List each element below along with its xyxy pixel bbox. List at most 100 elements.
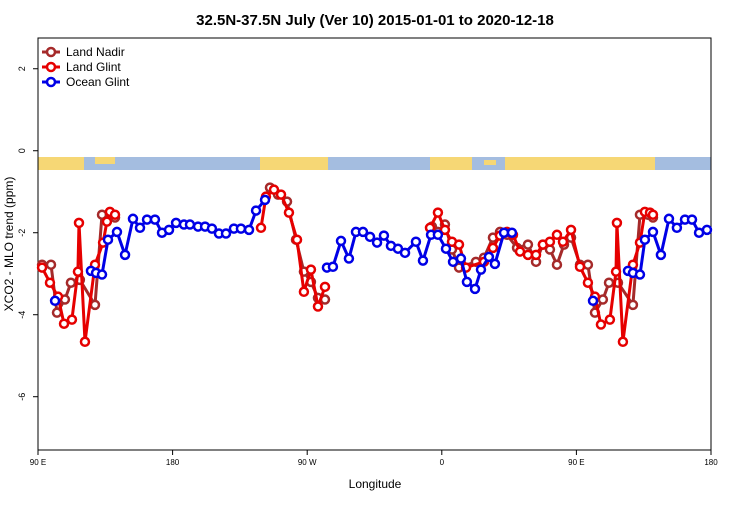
data-point [36,262,48,273]
data-point [96,269,108,280]
data-point [45,259,57,270]
data-point [101,216,113,227]
data-point [305,264,317,275]
data-point [184,219,196,230]
data-point [134,222,146,234]
y-axis-label: XCO2 - MLO trend (ppm) [2,177,16,312]
data-point [163,224,175,236]
legend-label: Land Glint [66,60,121,74]
y-tick-label: -4 [17,311,27,319]
data-point [243,224,255,236]
data-point [439,224,451,236]
land-band [260,157,328,170]
data-point [44,277,56,288]
data-point [639,234,651,245]
data-point [522,239,534,250]
data-point [544,236,556,247]
x-tick-label: 0 [440,458,445,467]
data-point [66,314,78,325]
data-point [506,227,518,238]
data-point [268,184,280,195]
data-point [647,209,659,220]
data-point [522,249,534,261]
data-point [102,234,114,245]
data-point [79,336,91,348]
x-tick-label: 180 [166,458,180,467]
y-tick-label: -6 [17,393,27,401]
data-point [89,299,101,311]
data-point [671,222,683,234]
series [49,194,713,307]
data-point [432,229,444,241]
data-point [647,226,659,238]
data-point [686,214,698,225]
data-point [469,283,481,295]
data-point [357,226,369,238]
data-point [634,269,646,280]
land-band [95,157,115,164]
data-point [371,237,383,248]
data-point [432,207,444,218]
data-point [557,236,569,247]
data-point [255,222,267,234]
legend-label: Land Nadir [66,45,125,59]
land-band [505,157,655,170]
data-point [72,266,84,277]
data-point [530,249,542,261]
data-point [551,229,563,241]
data-point [312,301,324,312]
series [36,182,659,318]
data-point [417,255,429,266]
x-tick-label: 180 [704,458,718,467]
data-point [343,253,355,264]
x-tick-label: 90 W [298,458,317,467]
data-point [603,277,615,288]
data-point [170,217,182,229]
x-tick-label: 90 E [568,458,584,467]
y-tick-label: 2 [17,66,27,71]
data-point [378,230,390,241]
data-point [627,299,639,311]
data-point [283,207,295,218]
data-point [582,277,594,288]
data-point [335,235,347,247]
series-line [42,186,654,315]
data-point [565,224,577,236]
data-point [604,314,616,325]
data-point [487,242,499,254]
data-point [259,194,271,206]
data-point [250,205,262,216]
data-point [399,247,411,259]
data-point [440,243,452,254]
data-point [220,228,232,239]
y-tick-label: 0 [17,148,27,153]
legend-marker [45,76,57,88]
data-point [610,266,622,277]
land-band [430,157,472,170]
data-point [119,249,131,261]
data-point [483,251,495,263]
data-point [587,295,599,307]
data-point [461,276,473,288]
y-tick-label: -2 [17,229,27,237]
data-point [595,319,607,330]
data-point [475,264,487,275]
land-band [38,157,84,170]
data-point [298,286,310,298]
chart-title: 32.5N-37.5N July (Ver 10) 2015-01-01 to … [196,12,554,29]
data-point [109,209,121,220]
data-point [655,249,667,261]
land-band [484,160,496,165]
data-point [489,258,501,270]
data-point [58,318,70,329]
legend-label: Ocean Glint [66,75,130,89]
plot-frame [37,37,712,451]
legend-marker [45,46,57,58]
data-point [73,217,85,229]
land-mask [38,157,711,170]
data-point [275,189,287,200]
data-point [235,223,247,234]
data-point [49,295,61,307]
data-point [291,234,303,245]
